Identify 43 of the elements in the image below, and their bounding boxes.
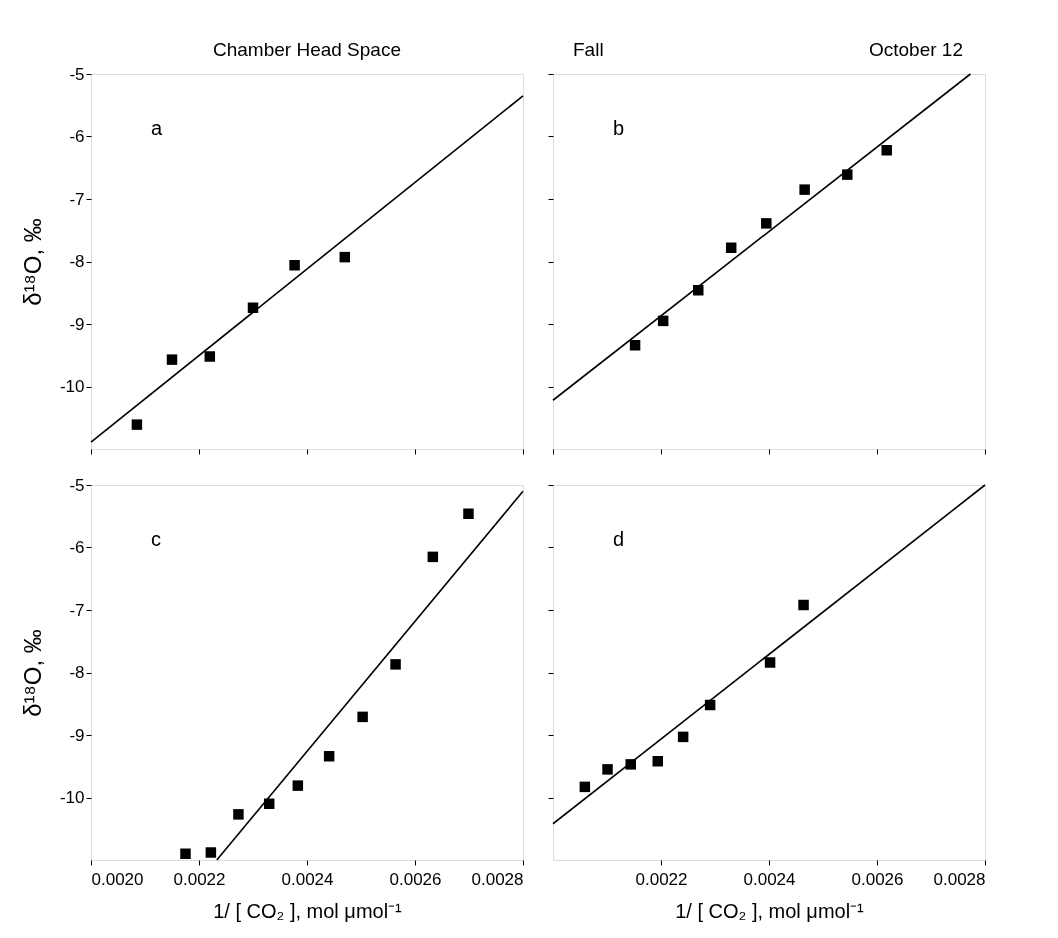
annotation: a — [151, 117, 163, 139]
x-tick-label: 0.0028 — [471, 869, 524, 889]
y-tick-label: -9 — [69, 725, 85, 745]
y-tick-label: -7 — [69, 600, 85, 620]
x-tick-label: 0.0024 — [281, 869, 334, 889]
y-tick-label: -5 — [69, 475, 85, 495]
y-tick-label: -6 — [69, 127, 85, 146]
annotation: b — [613, 117, 625, 139]
y-tick-label: -8 — [69, 252, 85, 271]
y-axis-title: δ¹⁸O, ‰ — [18, 218, 46, 306]
x-tick-label: 0.0024 — [743, 869, 796, 889]
chart-title: Chamber Head Space — [213, 39, 401, 60]
y-tick-label: -5 — [69, 64, 85, 84]
y-tick-label: -9 — [69, 314, 85, 334]
point — [881, 145, 892, 156]
x-tick-label: 0.0028 — [933, 869, 986, 889]
y-tick-label: -10 — [59, 788, 85, 807]
chart-title: Fall — [573, 39, 604, 60]
point — [799, 184, 810, 195]
text: October 12 — [869, 39, 963, 60]
annotation: d — [613, 528, 625, 550]
y-tick-label: -7 — [69, 189, 85, 209]
x-axis-title: 1/ [ CO₂ ], mol μmol⁻¹ — [213, 899, 403, 922]
x-axis-title: 1/ [ CO₂ ], mol μmol⁻¹ — [675, 899, 865, 922]
point — [131, 419, 143, 430]
x-tick-label: 0.0020 — [91, 869, 144, 889]
y-tick-label: -6 — [69, 538, 85, 557]
x-tick-label: 0.0022 — [173, 869, 226, 889]
annotation: c — [151, 528, 161, 550]
point — [204, 351, 216, 362]
x-tick-label: 0.0026 — [851, 869, 904, 889]
point — [166, 354, 178, 365]
x-tick-label: 0.0022 — [635, 869, 688, 889]
x-tick-label: 0.0026 — [389, 869, 442, 889]
y-tick-label: -10 — [59, 377, 85, 396]
y-axis-title: δ¹⁸O, ‰ — [18, 629, 46, 717]
point — [339, 251, 351, 263]
y-tick-label: -8 — [69, 663, 85, 682]
point — [842, 169, 853, 180]
point — [725, 242, 737, 253]
point — [289, 260, 300, 271]
point — [761, 218, 772, 229]
point — [629, 340, 641, 351]
